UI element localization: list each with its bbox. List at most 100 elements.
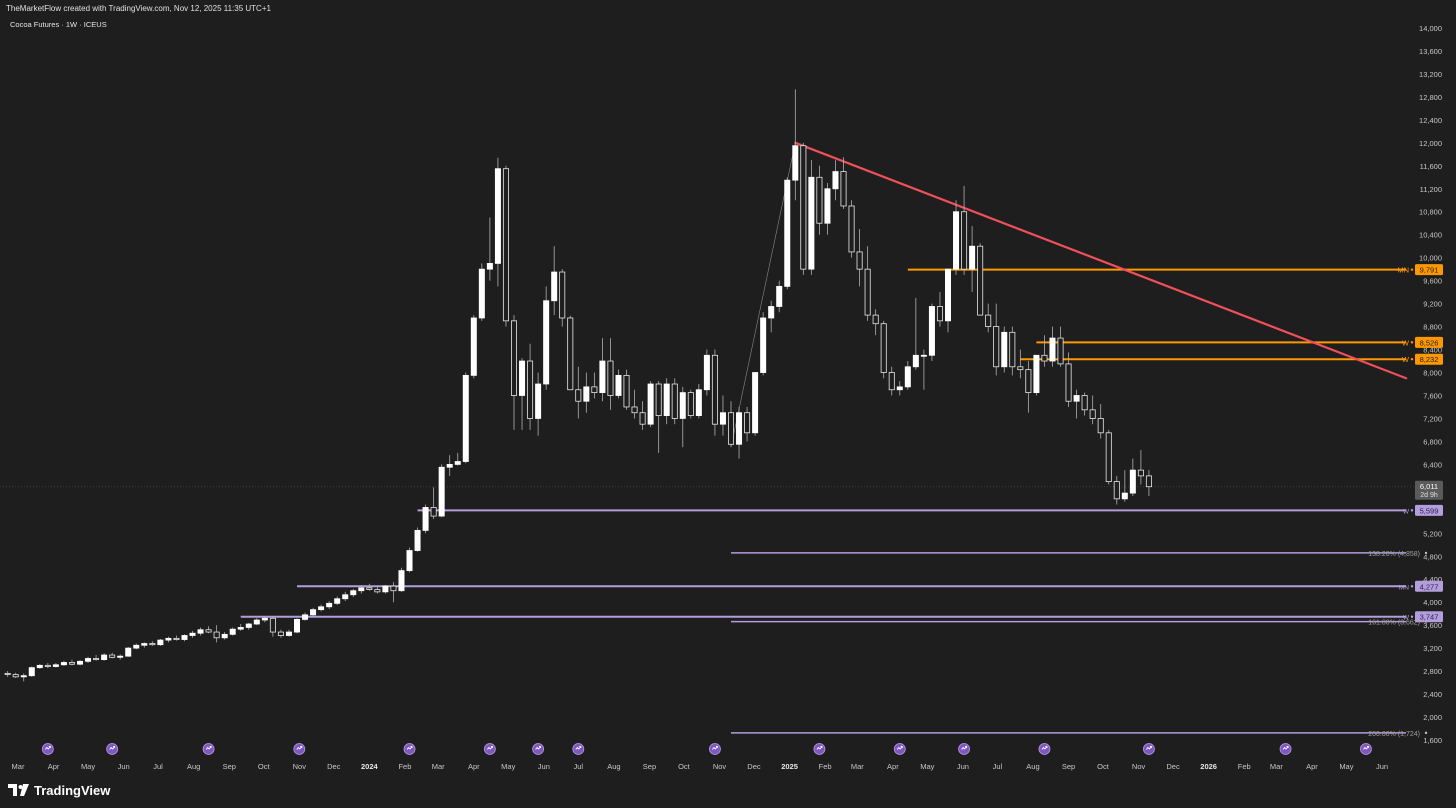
candle-body bbox=[430, 507, 437, 517]
descending-trendline bbox=[794, 141, 1408, 380]
time-tick-label: Jul bbox=[573, 762, 583, 771]
time-tick-label: Dec bbox=[1166, 762, 1180, 771]
horizontal-levels: 138.20% (4,858) 161.80% (3,662) 200.00% (1… bbox=[240, 268, 1428, 738]
price-tick-label: 4,800 bbox=[1423, 552, 1442, 561]
candle-body bbox=[390, 585, 397, 592]
event-marker-glyph bbox=[575, 746, 582, 750]
fib-level-label: 138.20% (4,858) bbox=[1368, 551, 1420, 558]
price-tag-bg bbox=[1415, 504, 1443, 516]
time-axis[interactable]: Mar Apr May Jun Jul Aug Sep Oct Nov Dec 2024 Feb Mar… bbox=[12, 762, 1389, 771]
candlestick-chart[interactable]: 138.20% (4,858) 161.80% (3,662) 200.00% (1… bbox=[0, 0, 1456, 776]
time-tick-label: Mar bbox=[1270, 762, 1283, 771]
price-tick-label: 6,400 bbox=[1423, 460, 1442, 469]
candle-body bbox=[703, 354, 710, 391]
candle-body bbox=[60, 662, 67, 666]
candle-body bbox=[880, 323, 887, 373]
candle-body bbox=[896, 386, 903, 391]
candle-body bbox=[20, 675, 27, 678]
price-tick-label: 2,000 bbox=[1423, 713, 1442, 722]
candle-body bbox=[936, 306, 943, 322]
candle-body bbox=[559, 271, 566, 319]
time-tick-label: Feb bbox=[398, 762, 411, 771]
candle-body bbox=[318, 606, 325, 611]
candle-body bbox=[599, 360, 606, 394]
time-tick-label: Sep bbox=[1062, 762, 1075, 771]
candle-body bbox=[623, 374, 630, 408]
price-tick-label: 12,800 bbox=[1419, 93, 1442, 102]
candle-body bbox=[567, 317, 574, 391]
candle-body bbox=[181, 635, 188, 640]
candle-body bbox=[768, 306, 775, 319]
time-tick-label: Jun bbox=[1376, 762, 1388, 771]
price-tick-label: 12,400 bbox=[1419, 116, 1442, 125]
candle-body bbox=[1049, 337, 1056, 362]
footer-bar bbox=[0, 776, 1456, 808]
candle-body bbox=[221, 633, 228, 639]
candle-body bbox=[109, 654, 116, 658]
candle-body bbox=[1025, 369, 1032, 394]
price-tick-label: 9,200 bbox=[1423, 300, 1442, 309]
candle-body bbox=[438, 466, 445, 517]
fib-level-dot bbox=[1424, 551, 1428, 555]
candle-body bbox=[663, 383, 670, 416]
time-tick-label: Sep bbox=[643, 762, 656, 771]
brand-logo[interactable]: TradingView bbox=[8, 782, 110, 798]
candle-body bbox=[293, 619, 300, 633]
candle-body bbox=[149, 643, 156, 646]
candle-body bbox=[310, 609, 317, 616]
event-marker-glyph bbox=[712, 746, 718, 750]
time-tick-label: Oct bbox=[1097, 762, 1110, 771]
price-tag-bg bbox=[1415, 353, 1443, 365]
candle-body bbox=[888, 372, 895, 391]
candle-body bbox=[527, 360, 534, 419]
level-dot bbox=[1410, 268, 1414, 271]
candle-body bbox=[792, 145, 799, 181]
fib-level-label: 161.80% (3,662) bbox=[1368, 620, 1420, 627]
candle-body bbox=[687, 392, 694, 416]
candle-body bbox=[816, 176, 823, 224]
event-marker-glyph bbox=[961, 746, 968, 750]
price-tick-label: 14,000 bbox=[1419, 24, 1442, 33]
candle-body bbox=[125, 647, 132, 657]
price-tag-label: 4,277 bbox=[1420, 582, 1439, 591]
price-axis[interactable]: 14,000 13,600 13,200 12,800 12,400 12,000 11,6… bbox=[1419, 24, 1442, 745]
time-tick-label: May bbox=[920, 762, 934, 771]
candle-body bbox=[848, 205, 855, 253]
level-dot bbox=[1410, 341, 1414, 344]
event-marker-glyph bbox=[296, 746, 303, 750]
price-tick-label: 13,600 bbox=[1419, 47, 1442, 56]
candle-body bbox=[1017, 366, 1024, 371]
candle-body bbox=[85, 658, 92, 662]
candle-body bbox=[985, 314, 992, 327]
brand-name: TradingView bbox=[34, 782, 111, 798]
candle-body bbox=[744, 412, 751, 434]
price-tick-label: 7,600 bbox=[1423, 391, 1442, 400]
time-tick-label: Jul bbox=[153, 762, 163, 771]
candle-body bbox=[945, 268, 952, 322]
candle-body bbox=[462, 374, 469, 462]
candle-body bbox=[478, 268, 485, 319]
candle-body bbox=[808, 176, 815, 270]
candle-body bbox=[671, 383, 678, 419]
price-tick-label: 4,400 bbox=[1423, 575, 1442, 584]
candle-body bbox=[736, 412, 743, 445]
fib-level-dot bbox=[1424, 731, 1428, 735]
candle-body bbox=[832, 171, 839, 190]
candle-body bbox=[326, 602, 333, 608]
time-tick-label: Nov bbox=[713, 762, 727, 771]
price-tick-label: 9,600 bbox=[1423, 277, 1442, 286]
time-tick-label: Dec bbox=[747, 762, 761, 771]
candle-body bbox=[760, 317, 767, 373]
event-marker-glyph bbox=[205, 746, 212, 750]
candle-body bbox=[446, 463, 453, 468]
candle-body bbox=[44, 664, 51, 667]
last-price-label: 6,011 bbox=[1420, 482, 1438, 491]
event-markers[interactable] bbox=[41, 743, 1372, 755]
time-tick-label: Sep bbox=[223, 762, 236, 771]
time-tick-label: 2024 bbox=[361, 762, 379, 771]
price-tag-label: 3,747 bbox=[1420, 613, 1439, 622]
candle-body bbox=[920, 354, 927, 357]
candle-body bbox=[454, 461, 461, 465]
candle-body bbox=[189, 632, 196, 636]
candle-body bbox=[406, 550, 413, 572]
